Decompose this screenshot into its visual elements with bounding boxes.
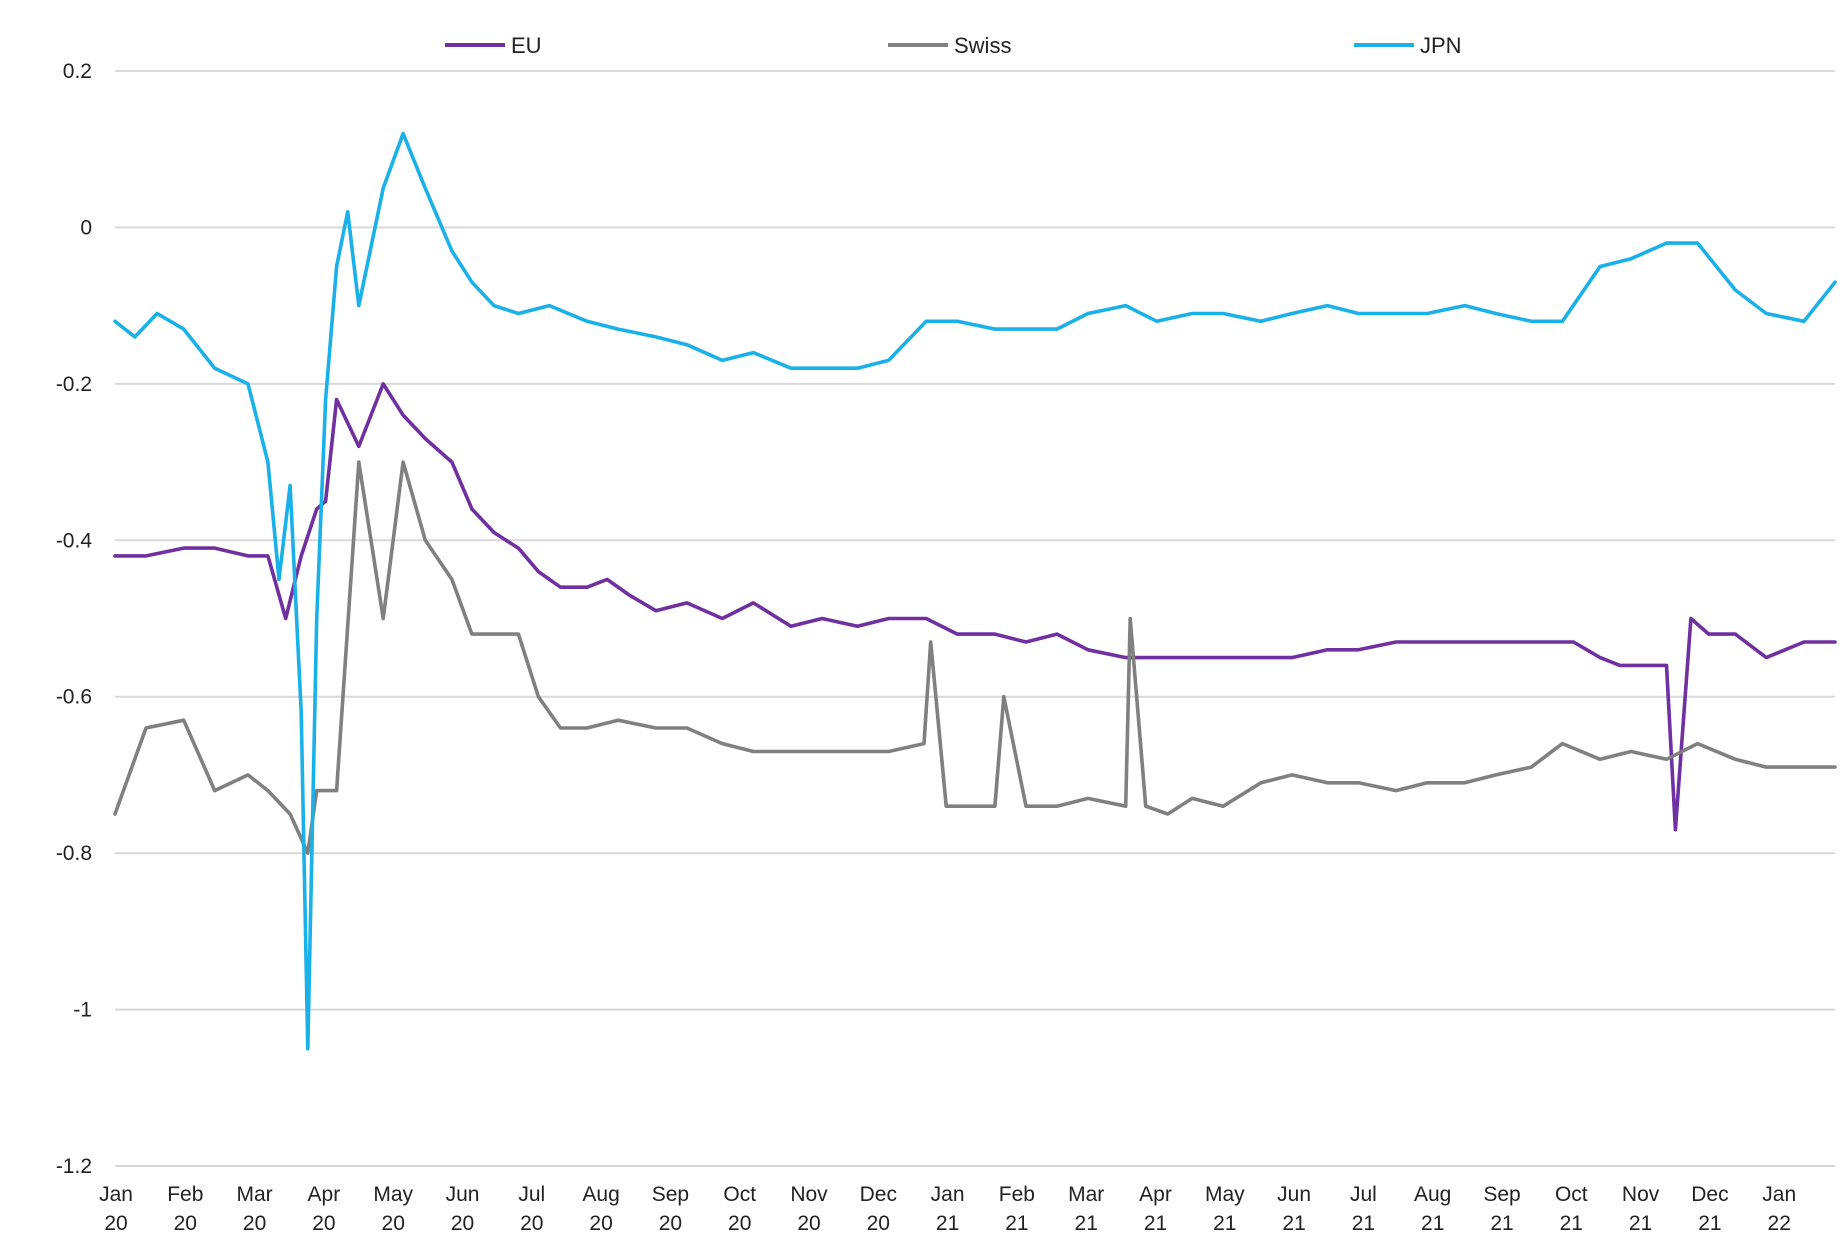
- legend-item-jpn: JPN: [1354, 33, 1462, 58]
- x-tick-label: May 21: [1205, 1183, 1245, 1235]
- x-tick-month: Nov: [790, 1183, 828, 1206]
- x-tick-month: Mar: [1068, 1183, 1104, 1206]
- x-axis-tick-labels: Jan 20 Feb 20 Mar 20 Apr 20 May 20 Jun 20 Jul 20 Aug 20…: [99, 1183, 1796, 1235]
- x-tick-label: Jan 20: [99, 1183, 133, 1235]
- x-tick-label: Nov 20: [790, 1183, 828, 1235]
- x-tick-month: Mar: [237, 1183, 273, 1206]
- series-line-jpn: [113, 131, 1837, 1051]
- x-tick-year: 21: [1490, 1212, 1513, 1235]
- y-tick-label: 0.2: [63, 60, 92, 83]
- x-tick-month: Feb: [999, 1183, 1035, 1206]
- x-tick-month: Jun: [1277, 1183, 1311, 1206]
- series-line-swiss: [113, 460, 1837, 855]
- x-tick-label: Dec 21: [1691, 1183, 1728, 1235]
- x-tick-month: Apr: [308, 1183, 341, 1206]
- x-tick-month: Apr: [1139, 1183, 1172, 1206]
- x-tick-year: 20: [104, 1212, 127, 1235]
- x-tick-label: Jul 21: [1350, 1183, 1377, 1235]
- x-tick-month: Jul: [518, 1183, 545, 1206]
- x-tick-label: Apr 21: [1139, 1183, 1172, 1235]
- x-tick-label: Sep 21: [1483, 1183, 1520, 1235]
- x-tick-label: Jan 22: [1762, 1183, 1796, 1235]
- x-tick-year: 20: [520, 1212, 543, 1235]
- x-tick-label: Aug 20: [582, 1183, 619, 1235]
- series-lines: [113, 131, 1837, 1051]
- x-tick-year: 21: [1005, 1212, 1028, 1235]
- x-tick-label: Mar 21: [1068, 1183, 1104, 1235]
- legend-item-swiss: Swiss: [888, 33, 1011, 58]
- x-tick-label: May 20: [373, 1183, 413, 1235]
- x-tick-label: Oct 20: [723, 1183, 756, 1235]
- x-tick-month: Jan: [1762, 1183, 1796, 1206]
- x-tick-year: 21: [1144, 1212, 1167, 1235]
- legend: EU Swiss JPN: [445, 33, 1462, 58]
- x-tick-year: 20: [174, 1212, 197, 1235]
- x-tick-label: Mar 20: [237, 1183, 273, 1235]
- x-tick-month: May: [373, 1183, 413, 1206]
- x-tick-label: Sep 20: [652, 1183, 689, 1235]
- y-tick-label: -1: [73, 999, 92, 1022]
- x-tick-month: Nov: [1622, 1183, 1660, 1206]
- legend-item-eu: EU: [445, 33, 542, 58]
- x-tick-month: Jun: [446, 1183, 480, 1206]
- x-tick-year: 20: [589, 1212, 612, 1235]
- x-tick-year: 20: [382, 1212, 405, 1235]
- x-tick-label: Nov 21: [1622, 1183, 1660, 1235]
- x-tick-month: Feb: [167, 1183, 203, 1206]
- x-tick-year: 22: [1768, 1212, 1791, 1235]
- x-tick-year: 20: [659, 1212, 682, 1235]
- x-tick-year: 21: [1698, 1212, 1721, 1235]
- x-tick-month: Oct: [1555, 1183, 1588, 1206]
- x-tick-label: Jun 20: [446, 1183, 480, 1235]
- x-tick-month: Jan: [99, 1183, 133, 1206]
- y-tick-label: -0.8: [56, 842, 92, 865]
- legend-label: EU: [511, 33, 542, 58]
- x-tick-year: 21: [1213, 1212, 1236, 1235]
- x-tick-label: Jun 21: [1277, 1183, 1311, 1235]
- x-tick-label: Apr 20: [308, 1183, 341, 1235]
- x-tick-month: Jan: [931, 1183, 965, 1206]
- x-tick-year: 20: [243, 1212, 266, 1235]
- x-tick-label: Feb 20: [167, 1183, 203, 1235]
- x-tick-label: Aug 21: [1414, 1183, 1451, 1235]
- y-tick-label: -0.6: [56, 686, 92, 709]
- x-tick-label: Oct 21: [1555, 1183, 1588, 1235]
- x-tick-year: 20: [797, 1212, 820, 1235]
- x-tick-year: 21: [1629, 1212, 1652, 1235]
- legend-label: JPN: [1420, 33, 1462, 58]
- x-tick-year: 21: [1352, 1212, 1375, 1235]
- x-tick-label: Jan 21: [931, 1183, 965, 1235]
- x-tick-label: Jul 20: [518, 1183, 545, 1235]
- y-tick-label: -1.2: [56, 1155, 92, 1178]
- x-tick-month: Aug: [582, 1183, 619, 1206]
- x-tick-year: 21: [1560, 1212, 1583, 1235]
- y-axis-tick-labels: 0.2 0 -0.2 -0.4 -0.6 -0.8 -1 -1.2: [56, 60, 93, 1178]
- x-tick-year: 21: [1421, 1212, 1444, 1235]
- x-tick-month: Sep: [652, 1183, 689, 1206]
- x-tick-year: 20: [728, 1212, 751, 1235]
- x-tick-month: Oct: [723, 1183, 756, 1206]
- gridlines: [115, 70, 1835, 1167]
- x-tick-year: 21: [1075, 1212, 1098, 1235]
- x-tick-year: 20: [451, 1212, 474, 1235]
- y-tick-label: 0: [80, 216, 92, 239]
- x-tick-month: Aug: [1414, 1183, 1451, 1206]
- x-tick-month: Sep: [1483, 1183, 1520, 1206]
- x-tick-label: Dec 20: [860, 1183, 897, 1235]
- x-tick-year: 21: [936, 1212, 959, 1235]
- x-tick-label: Feb 21: [999, 1183, 1035, 1235]
- y-tick-label: -0.2: [56, 373, 92, 396]
- y-tick-label: -0.4: [56, 529, 93, 552]
- series-line-eu: [113, 382, 1837, 832]
- x-tick-year: 21: [1282, 1212, 1305, 1235]
- x-tick-year: 20: [867, 1212, 890, 1235]
- x-tick-month: Dec: [860, 1183, 897, 1206]
- x-tick-year: 20: [312, 1212, 335, 1235]
- x-tick-month: Jul: [1350, 1183, 1377, 1206]
- x-tick-month: Dec: [1691, 1183, 1728, 1206]
- legend-label: Swiss: [954, 33, 1011, 58]
- x-tick-month: May: [1205, 1183, 1245, 1206]
